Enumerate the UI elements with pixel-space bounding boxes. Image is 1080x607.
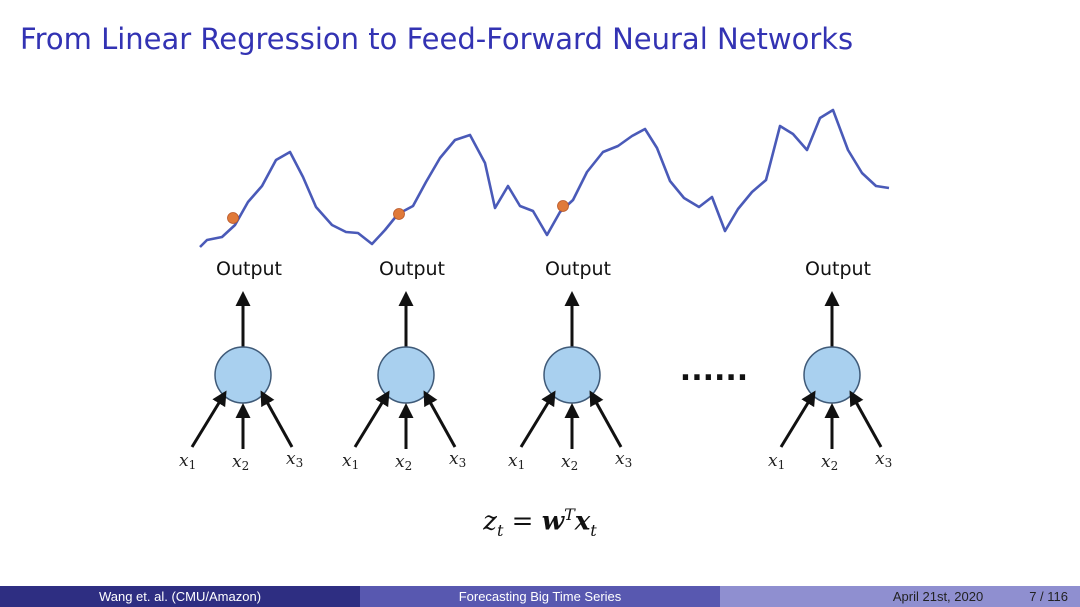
input-arrow: [353, 390, 390, 448]
footer-title: Forecasting Big Time Series: [360, 586, 720, 607]
network-unit-4: Output x1 x2 x3: [768, 258, 892, 473]
footer-title-text: Forecasting Big Time Series: [458, 589, 622, 604]
formula-equals: =: [511, 506, 534, 537]
footer-authors: Wang et. al. (CMU/Amazon): [0, 586, 360, 607]
footer-date: April 21st, 2020: [892, 589, 984, 604]
series-marker-3: [557, 200, 569, 212]
output-label: Output: [379, 258, 445, 280]
input-label-x2: x2: [395, 452, 412, 473]
input-label-x3: x3: [875, 449, 892, 470]
input-arrow: [423, 390, 457, 448]
input-arrow: [519, 390, 556, 448]
output-label: Output: [216, 258, 282, 280]
network-diagram: Output x1 x2 x3 Output x1 x2 x3 Output x…: [179, 108, 892, 473]
series-marker-2: [393, 208, 405, 220]
input-label-x1: x1: [179, 451, 196, 472]
output-label: Output: [545, 258, 611, 280]
input-label-x3: x3: [286, 449, 303, 470]
slide-title: From Linear Regression to Feed-Forward N…: [20, 22, 854, 56]
input-label-x2: x2: [232, 452, 249, 473]
input-label-x2: x2: [561, 452, 578, 473]
formula-lhs-sub: t: [496, 520, 504, 540]
input-label-x1: x1: [342, 451, 359, 472]
input-label-x2: x2: [821, 452, 838, 473]
formula: zt = wTxt: [0, 505, 1080, 540]
input-label-x1: x1: [768, 451, 785, 472]
formula-input-sub: t: [590, 520, 597, 540]
input-label-x1: x1: [508, 451, 525, 472]
input-arrow: [849, 390, 883, 448]
formula-transpose: T: [564, 505, 575, 524]
input-label-x3: x3: [615, 449, 632, 470]
input-arrow: [779, 390, 816, 448]
formula-weight: w: [541, 506, 565, 537]
series-marker-1: [227, 212, 239, 224]
formula-lhs: z: [483, 506, 497, 537]
formula-input: x: [574, 506, 591, 537]
network-unit-1: Output x1 x2 x3: [179, 258, 303, 473]
input-arrow: [190, 390, 227, 448]
output-label: Output: [805, 258, 871, 280]
footer-bar: Wang et. al. (CMU/Amazon) Forecasting Bi…: [0, 586, 1080, 607]
network-unit-2: Output x1 x2 x3: [342, 258, 466, 473]
page-number: 7 / 116: [1029, 589, 1068, 604]
ellipsis: ......: [680, 353, 748, 388]
input-arrow: [589, 390, 623, 448]
network-unit-3: Output x1 x2 x3: [508, 258, 632, 473]
input-label-x3: x3: [449, 449, 466, 470]
input-arrow: [260, 390, 294, 448]
time-series-line: [199, 108, 890, 248]
footer-authors-text: Wang et. al. (CMU/Amazon): [98, 589, 262, 604]
footer-meta: April 21st, 2020 7 / 116: [720, 586, 1080, 607]
